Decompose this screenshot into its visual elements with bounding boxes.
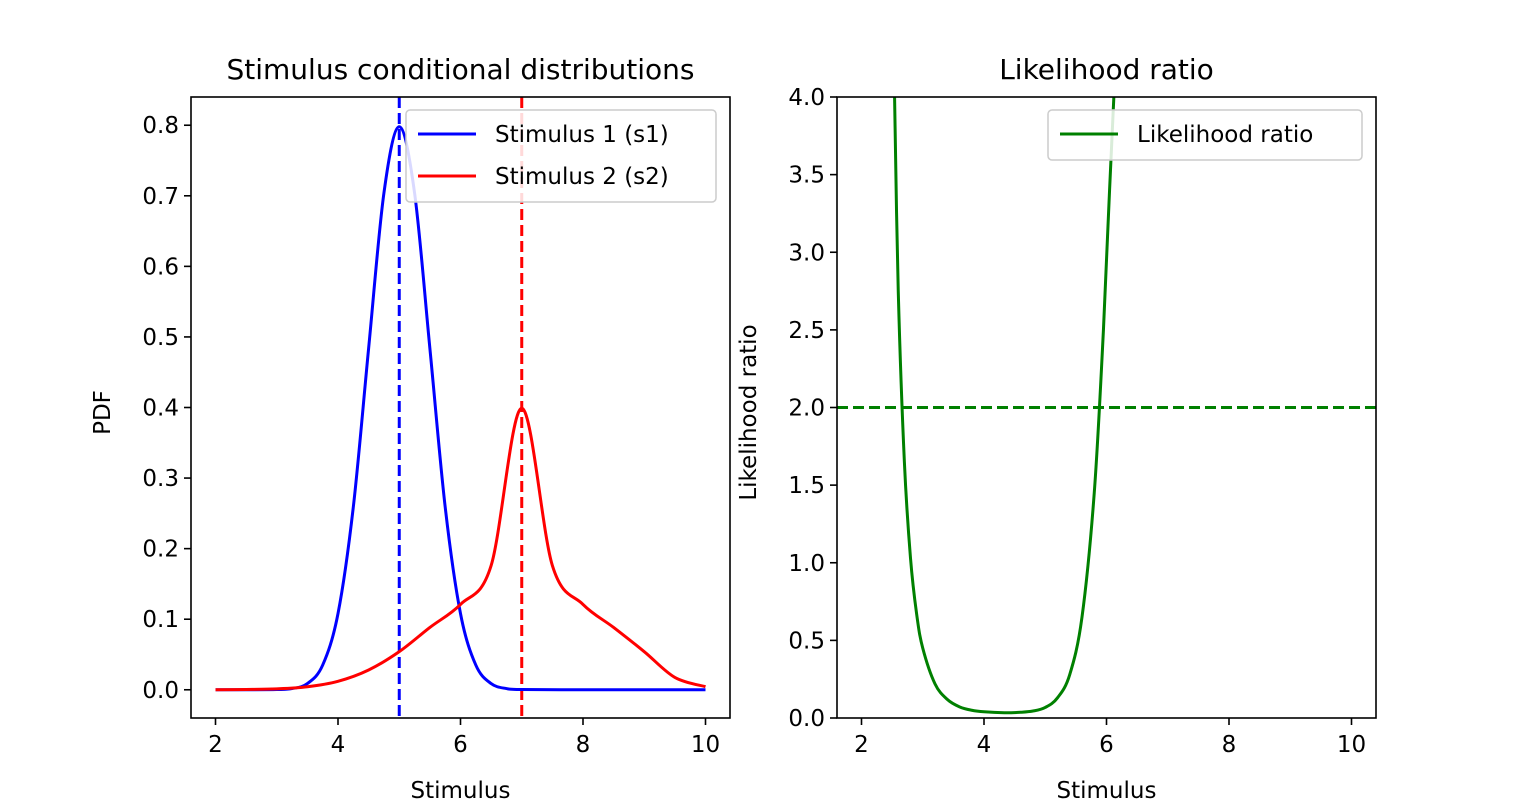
y-tick-label: 0.5 bbox=[142, 325, 179, 351]
y-tick-label: 2.0 bbox=[788, 396, 825, 422]
x-tick-label: 6 bbox=[453, 732, 468, 758]
y-tick-label: 1.5 bbox=[788, 473, 825, 499]
legend: Stimulus 1 (s1) Stimulus 2 (s2) bbox=[405, 109, 717, 203]
y-tick-label: 2.5 bbox=[788, 318, 825, 344]
y-tick-label: 0.6 bbox=[142, 254, 179, 280]
y-tick-label: 0.7 bbox=[142, 184, 179, 210]
legend-box bbox=[405, 109, 717, 203]
left-chart-panel: 2 4 6 8 10 0.0 0.1 0.2 0.3 0.4 0.5 0.6 0.7 0.8 Stimulu… bbox=[90, 53, 731, 804]
y-tick-label: 0.3 bbox=[142, 466, 179, 492]
y-tick-label: 1.0 bbox=[788, 551, 825, 577]
y-tick-label: 3.5 bbox=[788, 163, 825, 189]
y-tick-label: 0.0 bbox=[788, 706, 825, 732]
series-line-2 bbox=[215, 406, 706, 692]
x-tick-label: 4 bbox=[977, 732, 992, 758]
y-tick-label: 0.4 bbox=[142, 396, 179, 422]
legend-label-1: Likelihood ratio bbox=[1137, 122, 1313, 148]
x-tick-label: 10 bbox=[691, 732, 720, 758]
series-line-1 bbox=[893, 97, 1116, 715]
y-tick-label: 0.1 bbox=[142, 607, 179, 633]
x-axis-label: Stimulus bbox=[1057, 778, 1157, 804]
chart-title: Likelihood ratio bbox=[999, 53, 1214, 86]
x-tick-label: 4 bbox=[331, 732, 346, 758]
legend-label-1: Stimulus 1 (s1) bbox=[495, 122, 669, 148]
x-tick-label: 6 bbox=[1099, 732, 1114, 758]
y-tick-label: 0.0 bbox=[142, 678, 179, 704]
x-tick-label: 8 bbox=[576, 732, 591, 758]
y-tick-label: 0.2 bbox=[142, 537, 179, 563]
y-axis-label: Likelihood ratio bbox=[736, 324, 762, 500]
y-tick-label: 3.0 bbox=[788, 240, 825, 266]
legend: Likelihood ratio bbox=[1047, 109, 1363, 161]
legend-box bbox=[1047, 109, 1363, 161]
x-tick-label: 10 bbox=[1337, 732, 1366, 758]
chart-title: Stimulus conditional distributions bbox=[226, 53, 694, 86]
x-tick-label: 8 bbox=[1222, 732, 1237, 758]
x-axis-label: Stimulus bbox=[411, 778, 511, 804]
y-tick-label: 0.8 bbox=[142, 113, 179, 139]
plot-area bbox=[837, 97, 1376, 715]
legend-label-2: Stimulus 2 (s2) bbox=[495, 164, 669, 190]
y-tick-label: 4.0 bbox=[788, 85, 825, 111]
right-chart-panel: 2 4 6 8 10 0.0 0.5 1.0 1.5 2.0 2.5 3.0 3.5 4.0 Likelih… bbox=[736, 53, 1377, 804]
y-axis-label: PDF bbox=[90, 390, 116, 435]
y-tick-label: 0.5 bbox=[788, 628, 825, 654]
x-tick-label: 2 bbox=[854, 732, 869, 758]
x-tick-label: 2 bbox=[208, 732, 223, 758]
